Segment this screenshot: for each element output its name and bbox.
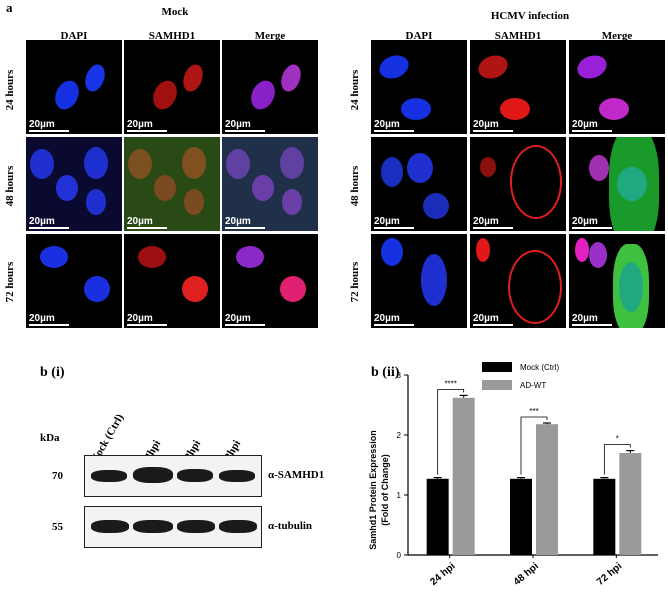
scale-label: 20µm (374, 313, 400, 324)
mock-72h-dapi-image: 20µm (26, 234, 122, 328)
blot-band (91, 520, 129, 533)
scale-label: 20µm (374, 216, 400, 227)
scale-label: 20µm (29, 313, 55, 324)
hcmv-48h-samhd1-image: 20µm (470, 137, 566, 231)
mock-24h-merge-image: 20µm (222, 40, 318, 134)
mock-72h-merge-image: 20µm (222, 234, 318, 328)
hcmv-72h-merge-image: 20µm (569, 234, 665, 328)
bar-adwt (536, 424, 558, 555)
hcmv-72h-dapi-image: 20µm (371, 234, 467, 328)
hcmv-24h-dapi-image: 20µm (371, 40, 467, 134)
hcmv-48h-dapi-image: 20µm (371, 137, 467, 231)
scale-label: 20µm (473, 216, 499, 227)
hcmv-72h-samhd1-image: 20µm (470, 234, 566, 328)
hcmv-header-dapi: DAPI (405, 30, 433, 42)
y-tick-label: 3 (397, 371, 402, 380)
marker-70: 70 (52, 470, 63, 482)
mock-header-merge: Merge (254, 30, 286, 42)
bar-adwt (619, 453, 642, 555)
y-tick-label: 1 (397, 491, 402, 500)
hcmv-24h-merge-image: 20µm (569, 40, 665, 134)
mock-header-samhd1: SAMHD1 (148, 30, 196, 42)
blot-band (219, 520, 257, 533)
mock-row-label-48h: 48 hours (4, 165, 16, 207)
legend-swatch-mock (482, 362, 512, 372)
bar-adwt (452, 397, 475, 555)
legend-swatch-adwt (482, 380, 512, 390)
hcmv-row-label-48h: 48 hours (349, 165, 361, 207)
bar-mock (510, 478, 532, 555)
y-axis-label-line2: (Fold of Change) (380, 454, 390, 526)
blot-band (133, 467, 173, 483)
scale-label: 20µm (572, 313, 598, 324)
scale-label: 20µm (572, 119, 598, 130)
significance-label: * (616, 435, 619, 444)
scale-label: 20µm (127, 119, 153, 130)
blot-band (219, 470, 255, 482)
scale-label: 20µm (473, 119, 499, 130)
mock-row-label-72h: 72 hours (4, 261, 16, 303)
scale-label: 20µm (127, 313, 153, 324)
scale-label: 20µm (225, 313, 251, 324)
mock-48h-dapi-image: 20µm (26, 137, 122, 231)
hcmv-24h-samhd1-image: 20µm (470, 40, 566, 134)
scale-label: 20µm (225, 119, 251, 130)
scale-label: 20µm (374, 119, 400, 130)
x-tick-label: 48 hpi (512, 561, 541, 588)
significance-bracket (437, 389, 465, 475)
mock-24h-dapi-image: 20µm (26, 40, 122, 134)
x-tick-label: 72 hpi (595, 561, 624, 588)
x-tick-label: 24 hpi (428, 561, 457, 588)
mock-24h-samhd1-image: 20µm (124, 40, 220, 134)
significance-label: *** (529, 407, 538, 416)
y-axis-label-line1: Samhd1 Protein Expression (368, 430, 378, 550)
scale-label: 20µm (127, 216, 153, 227)
mock-72h-samhd1-image: 20µm (124, 234, 220, 328)
bar-mock (426, 478, 449, 555)
mock-row-label-24h: 24 hours (4, 69, 16, 111)
significance-label: **** (444, 379, 456, 388)
scale-label: 20µm (29, 216, 55, 227)
blot-band (133, 520, 173, 533)
hcmv-header-samhd1: SAMHD1 (494, 30, 542, 42)
significance-bracket (520, 416, 548, 475)
hcmv-header-merge: Merge (601, 30, 633, 42)
hcmv-48h-merge-image: 20µm (569, 137, 665, 231)
hcmv-row-label-24h: 24 hours (349, 69, 361, 111)
marker-55: 55 (52, 521, 63, 533)
hcmv-title: HCMV infection (490, 10, 570, 22)
blot-band (177, 469, 213, 482)
bar-mock (593, 478, 616, 555)
blot-band (177, 520, 215, 533)
target-tubulin-label: α-tubulin (268, 520, 313, 532)
panel-a-label: a (6, 0, 13, 15)
target-samhd1-label: α-SAMHD1 (268, 469, 325, 481)
chart-panel-label: b (ii) (371, 365, 400, 380)
y-tick-label: 2 (397, 431, 402, 440)
y-tick-label: 0 (397, 551, 402, 560)
mock-48h-merge-image: 20µm (222, 137, 318, 231)
tubulin-blot (84, 506, 262, 548)
scale-label: 20µm (572, 216, 598, 227)
kda-label: kDa (40, 432, 60, 444)
scale-label: 20µm (225, 216, 251, 227)
significance-bracket (603, 444, 631, 475)
blot-band (91, 470, 127, 482)
hcmv-row-label-72h: 72 hours (349, 261, 361, 303)
blot-panel-label: b (i) (40, 365, 65, 380)
mock-title: Mock (161, 6, 189, 18)
mock-header-dapi: DAPI (60, 30, 88, 42)
scale-label: 20µm (29, 119, 55, 130)
scale-label: 20µm (473, 313, 499, 324)
legend-label-mock: Mock (Ctrl) (520, 363, 559, 372)
mock-48h-samhd1-image: 20µm (124, 137, 220, 231)
samhd1-blot (84, 455, 262, 497)
legend-label-adwt: AD-WT (520, 381, 546, 390)
expression-bar-chart: Mock (Ctrl) AD-WT Samhd1 Protein Express… (368, 362, 658, 588)
